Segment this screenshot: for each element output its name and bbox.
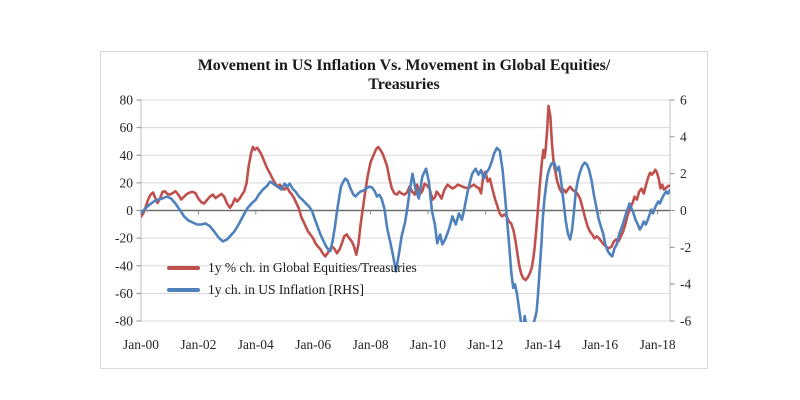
svg-text:60: 60 [120, 120, 134, 135]
svg-text:-20: -20 [115, 231, 133, 246]
svg-text:Jan-08: Jan-08 [353, 337, 389, 352]
svg-text:-4: -4 [680, 277, 691, 292]
svg-text:Jan-18: Jan-18 [640, 337, 676, 352]
svg-text:Jan-10: Jan-10 [410, 337, 446, 352]
svg-text:Jan-16: Jan-16 [582, 337, 618, 352]
chart-title-line2: Treasuries [368, 76, 440, 93]
blue-line-swatch [167, 288, 200, 292]
legend-label-inflation: 1y ch. in US Inflation [RHS] [208, 282, 364, 297]
svg-text:80: 80 [120, 93, 134, 108]
legend-item-inflation: 1y ch. in US Inflation [RHS] [167, 279, 417, 301]
svg-text:4: 4 [680, 129, 687, 144]
svg-text:2: 2 [680, 166, 687, 181]
svg-text:Jan-14: Jan-14 [525, 337, 561, 352]
chart-title: Movement in US Inflation Vs. Movement in… [100, 56, 708, 94]
svg-text:-60: -60 [115, 286, 133, 301]
svg-text:Jan-12: Jan-12 [467, 337, 503, 352]
svg-text:0: 0 [126, 203, 133, 218]
svg-text:40: 40 [120, 148, 134, 163]
svg-text:-40: -40 [115, 258, 133, 273]
svg-text:Jan-00: Jan-00 [123, 337, 159, 352]
chart-title-line1: Movement in US Inflation Vs. Movement in… [197, 57, 611, 74]
legend-item-equities: 1y % ch. in Global Equities/Treasuries [167, 257, 417, 279]
svg-text:-80: -80 [115, 314, 133, 329]
svg-text:Jan-06: Jan-06 [295, 337, 331, 352]
svg-text:0: 0 [680, 203, 687, 218]
svg-text:-2: -2 [680, 240, 691, 255]
svg-text:Jan-04: Jan-04 [238, 337, 274, 352]
svg-text:20: 20 [120, 175, 134, 190]
svg-text:6: 6 [680, 93, 687, 108]
legend: 1y % ch. in Global Equities/Treasuries 1… [167, 257, 417, 301]
svg-text:-6: -6 [680, 314, 691, 329]
svg-text:Jan-02: Jan-02 [180, 337, 216, 352]
red-line-swatch [167, 266, 200, 270]
legend-label-equities: 1y % ch. in Global Equities/Treasuries [208, 260, 417, 275]
